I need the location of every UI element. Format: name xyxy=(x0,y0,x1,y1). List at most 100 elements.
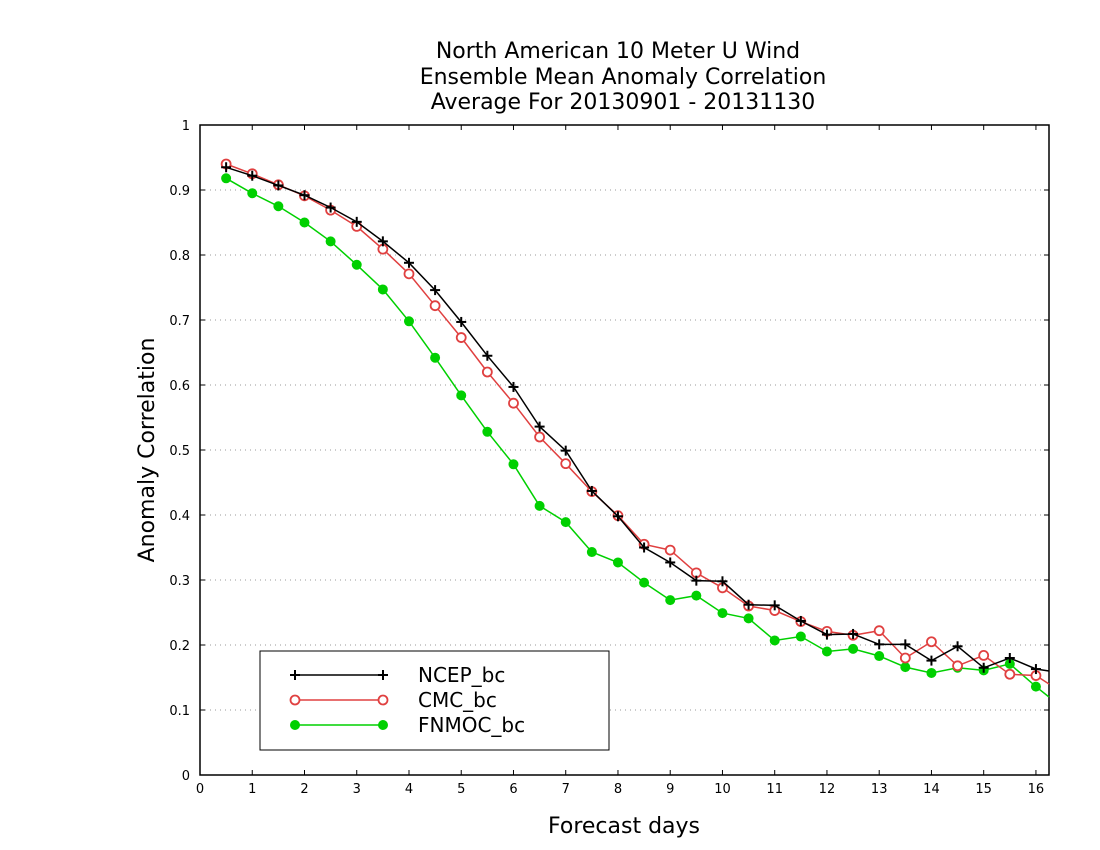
data-point-fnmoc-bc xyxy=(351,259,362,270)
x-tick-label: 14 xyxy=(923,782,940,797)
x-tick-labels: 0 1 2 3 4 5 6 7 8 9 10 11 12 13 14 15 16 xyxy=(196,782,1044,797)
data-point-cmc-bc xyxy=(978,650,990,661)
y-tick-label: 0.1 xyxy=(169,704,190,719)
legend-marker-cmc-bc xyxy=(377,694,389,706)
data-point-ncep-bc xyxy=(534,421,545,432)
x-tick-label: 10 xyxy=(714,782,731,797)
data-point-ncep-bc xyxy=(821,629,832,640)
data-point-ncep-bc xyxy=(795,615,806,626)
data-point-cmc-bc xyxy=(534,431,545,443)
data-point-cmc-bc xyxy=(481,366,493,378)
x-tick-label: 15 xyxy=(975,782,992,797)
data-point-fnmoc-bc xyxy=(456,390,467,401)
data-point-ncep-bc xyxy=(508,381,519,392)
x-tick-label: 7 xyxy=(562,782,570,797)
data-point-ncep-bc xyxy=(273,180,284,191)
data-point-ncep-bc xyxy=(482,350,493,361)
data-point-ncep-bc xyxy=(377,236,388,247)
axis-ticks xyxy=(199,124,1049,776)
data-point-ncep-bc xyxy=(403,257,414,268)
legend-entry-fnmoc-bc: FNMOC_bc xyxy=(290,713,525,737)
x-tick-label: 11 xyxy=(766,782,783,797)
data-point-fnmoc-bc xyxy=(639,577,650,588)
grid-lines xyxy=(200,189,1049,711)
data-point-ncep-bc xyxy=(1004,653,1015,663)
data-point-ncep-bc xyxy=(430,285,441,296)
data-point-ncep-bc xyxy=(769,600,780,611)
series-cmc-bc xyxy=(220,158,1050,685)
x-tick-label: 2 xyxy=(300,782,308,797)
y-tick-label: 0.2 xyxy=(169,639,190,654)
data-point-ncep-bc xyxy=(351,216,362,227)
data-point-ncep-bc xyxy=(717,576,728,587)
data-point-fnmoc-bc xyxy=(247,188,258,199)
legend-entry-cmc-bc: CMC_bc xyxy=(289,688,497,712)
data-point-fnmoc-bc xyxy=(221,173,232,184)
y-tick-label: 0.8 xyxy=(169,249,190,264)
y-tick-label: 0 xyxy=(182,769,190,784)
data-point-fnmoc-bc xyxy=(769,635,780,646)
x-tick-label: 13 xyxy=(871,782,888,797)
y-tick-label: 0.5 xyxy=(169,444,190,459)
data-point-ncep-bc xyxy=(325,202,336,213)
data-point-ncep-bc xyxy=(874,639,885,650)
legend-label-cmc-bc: CMC_bc xyxy=(418,688,497,712)
data-point-fnmoc-bc xyxy=(403,316,414,327)
series-line-ncep-bc xyxy=(225,166,1050,672)
data-point-ncep-bc xyxy=(743,599,754,610)
data-point-fnmoc-bc xyxy=(430,352,441,363)
data-point-fnmoc-bc xyxy=(691,590,702,601)
legend-marker-cmc-bc xyxy=(289,694,301,706)
data-point-ncep-bc xyxy=(848,628,859,639)
chart-title: North American 10 Meter U Wind Ensemble … xyxy=(420,39,827,115)
y-tick-label: 0.7 xyxy=(169,314,190,329)
data-point-cmc-bc xyxy=(508,397,519,409)
series-line-fnmoc-bc xyxy=(225,177,1050,698)
data-point-ncep-bc xyxy=(639,542,650,553)
x-tick-label: 8 xyxy=(614,782,622,797)
series-fnmoc-bc xyxy=(221,173,1050,698)
y-tick-label: 0.9 xyxy=(169,184,190,199)
data-point-fnmoc-bc xyxy=(377,284,388,295)
data-point-fnmoc-bc xyxy=(612,557,623,568)
x-tick-label: 16 xyxy=(1028,782,1045,797)
x-tick-label: 9 xyxy=(666,782,674,797)
x-tick-label: 1 xyxy=(248,782,256,797)
legend-marker-ncep-bc xyxy=(378,670,388,680)
data-point-ncep-bc xyxy=(299,190,310,201)
data-point-fnmoc-bc xyxy=(717,608,728,619)
data-point-ncep-bc xyxy=(221,162,232,173)
data-point-fnmoc-bc xyxy=(848,643,859,654)
data-point-fnmoc-bc xyxy=(586,547,597,558)
x-tick-label: 4 xyxy=(405,782,413,797)
data-point-cmc-bc xyxy=(899,652,911,664)
data-point-fnmoc-bc xyxy=(900,662,911,673)
data-point-fnmoc-bc xyxy=(926,667,937,678)
chart-title-line-3: Average For 20130901 - 20131130 xyxy=(431,90,816,115)
legend-label-fnmoc-bc: FNMOC_bc xyxy=(418,713,525,737)
data-point-fnmoc-bc xyxy=(743,613,754,624)
data-point-ncep-bc xyxy=(586,485,597,496)
chart-title-line-1: North American 10 Meter U Wind xyxy=(436,39,800,64)
data-point-cmc-bc xyxy=(926,636,937,648)
data-point-fnmoc-bc xyxy=(874,651,885,662)
data-point-cmc-bc xyxy=(429,300,441,312)
legend-marker-fnmoc-bc xyxy=(378,720,388,730)
data-point-ncep-bc xyxy=(978,662,989,673)
data-point-fnmoc-bc xyxy=(534,500,545,511)
legend-label-ncep-bc: NCEP_bc xyxy=(418,663,505,687)
chart-title-line-2: Ensemble Mean Anomaly Correlation xyxy=(420,65,827,90)
x-tick-label: 0 xyxy=(196,782,204,797)
data-point-cmc-bc xyxy=(1004,668,1016,680)
data-point-fnmoc-bc xyxy=(299,217,310,228)
data-point-ncep-bc xyxy=(612,511,623,522)
data-point-fnmoc-bc xyxy=(273,201,284,212)
data-point-ncep-bc xyxy=(926,655,937,666)
data-point-fnmoc-bc xyxy=(325,236,336,247)
data-point-fnmoc-bc xyxy=(821,646,832,657)
legend-marker-fnmoc-bc xyxy=(290,720,300,730)
data-point-fnmoc-bc xyxy=(795,631,806,642)
legend-marker-ncep-bc xyxy=(290,670,300,680)
